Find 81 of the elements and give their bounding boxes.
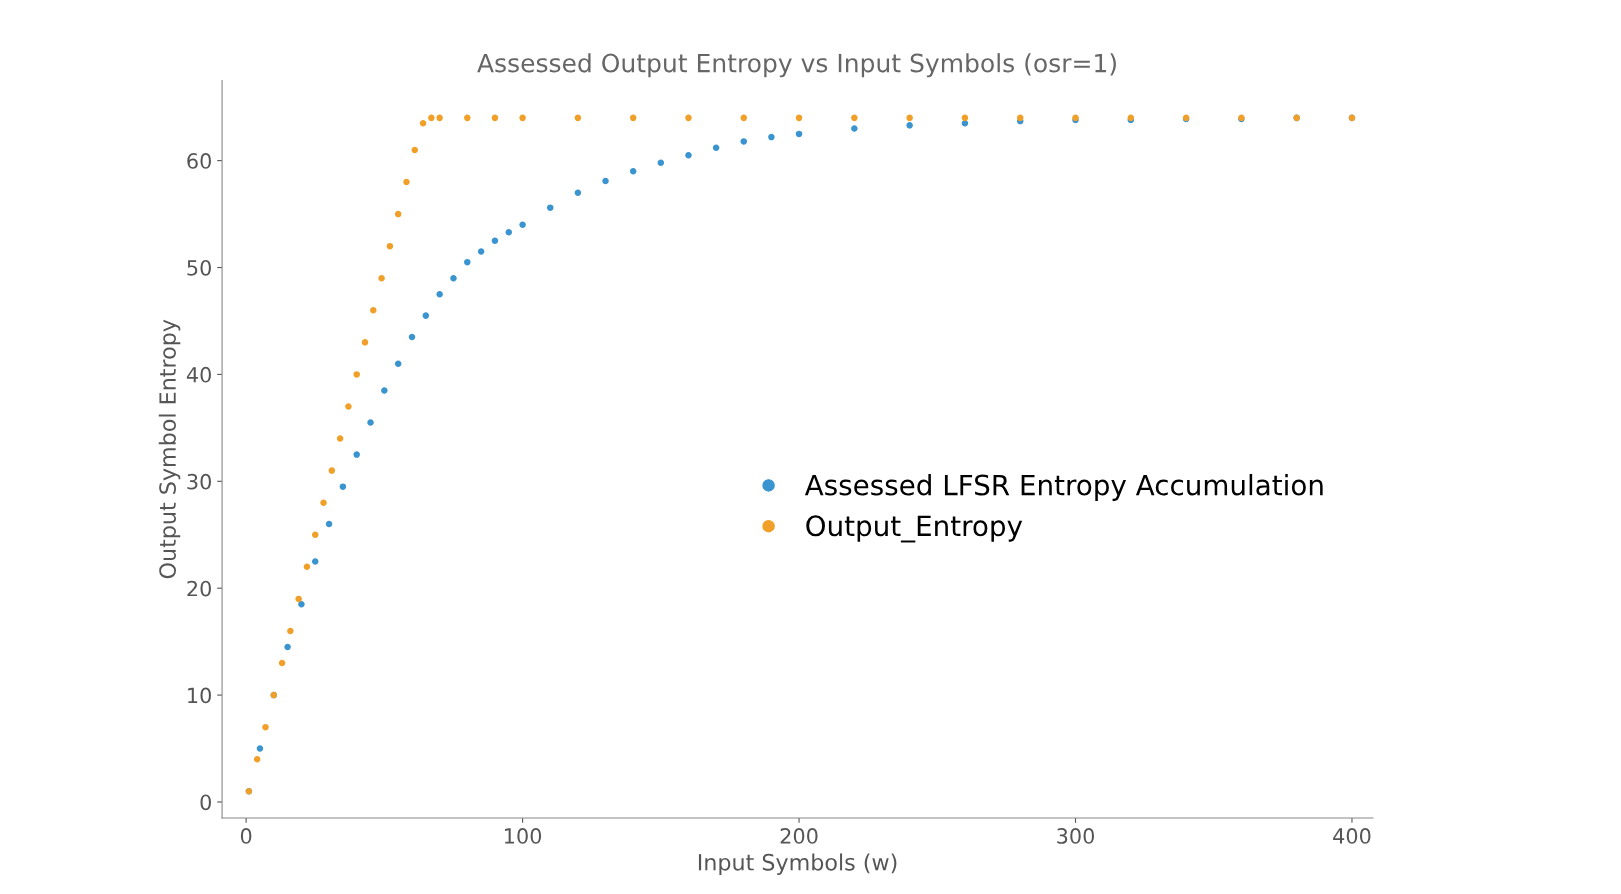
point — [574, 114, 582, 122]
point — [403, 178, 410, 186]
y-tick-label: 20 — [187, 580, 211, 597]
point — [411, 146, 419, 154]
point — [336, 435, 344, 442]
point — [851, 114, 858, 122]
point — [408, 333, 416, 341]
point — [519, 114, 526, 122]
point — [906, 114, 913, 122]
point — [298, 600, 305, 608]
point — [712, 144, 720, 152]
point — [253, 755, 261, 763]
point — [311, 531, 319, 539]
legend-label: Assessed LFSR Entropy Accumulation — [804, 474, 1323, 501]
point — [602, 177, 609, 185]
point — [477, 248, 485, 255]
point — [256, 745, 264, 752]
chart-title: Assessed Output Entropy vs Input Symbols (osr=1) — [477, 53, 1116, 78]
point — [284, 643, 291, 651]
point — [419, 119, 427, 127]
point — [629, 114, 637, 122]
y-tick-label: 0 — [200, 794, 211, 811]
point — [906, 122, 913, 129]
point — [464, 114, 471, 122]
point — [278, 659, 286, 667]
point — [657, 159, 665, 167]
legend-label: Output_Entropy — [806, 515, 1023, 543]
x-tick-label: 300 — [1057, 828, 1095, 844]
point — [353, 371, 360, 378]
y-tick-label: 30 — [187, 473, 211, 490]
point — [370, 307, 377, 314]
point — [345, 403, 352, 410]
point — [546, 204, 554, 211]
point — [436, 290, 443, 298]
point — [491, 114, 499, 122]
point — [450, 274, 457, 282]
point — [361, 339, 369, 346]
point — [328, 467, 336, 474]
point — [505, 228, 513, 236]
point — [629, 168, 637, 175]
point — [394, 360, 402, 367]
point — [295, 595, 302, 603]
point — [422, 312, 430, 319]
point — [353, 451, 360, 458]
point — [386, 242, 394, 250]
point — [740, 114, 748, 122]
point — [381, 387, 388, 394]
point — [378, 274, 385, 282]
x-tick-label: 200 — [780, 828, 818, 844]
point — [851, 125, 858, 132]
point — [740, 138, 748, 145]
point — [464, 258, 471, 266]
y-tick-label: 60 — [187, 153, 211, 169]
point — [367, 419, 374, 426]
point — [768, 133, 775, 141]
point — [394, 210, 402, 218]
point — [685, 114, 692, 122]
y-tick-label: 50 — [187, 259, 211, 276]
x-tick-label: 100 — [505, 828, 542, 844]
point — [685, 152, 692, 159]
y-axis-title: Output Symbol Entropy — [158, 319, 181, 579]
x-tick-label: 0 — [240, 828, 252, 844]
x-axis-title: Input Symbols (w) — [698, 853, 897, 875]
y-tick-label: 40 — [186, 366, 211, 383]
point — [287, 627, 294, 635]
point — [428, 114, 435, 122]
point — [320, 499, 327, 506]
point — [325, 520, 333, 528]
point — [303, 563, 311, 571]
point — [491, 237, 499, 245]
point — [436, 114, 443, 122]
point — [311, 558, 319, 565]
y-tick-label: 10 — [188, 687, 211, 704]
point — [519, 221, 526, 229]
x-tick-label: 400 — [1333, 828, 1371, 844]
point — [574, 189, 582, 196]
point — [339, 483, 347, 490]
point — [262, 723, 269, 731]
point — [795, 114, 803, 122]
point — [961, 114, 969, 122]
point — [795, 130, 803, 138]
